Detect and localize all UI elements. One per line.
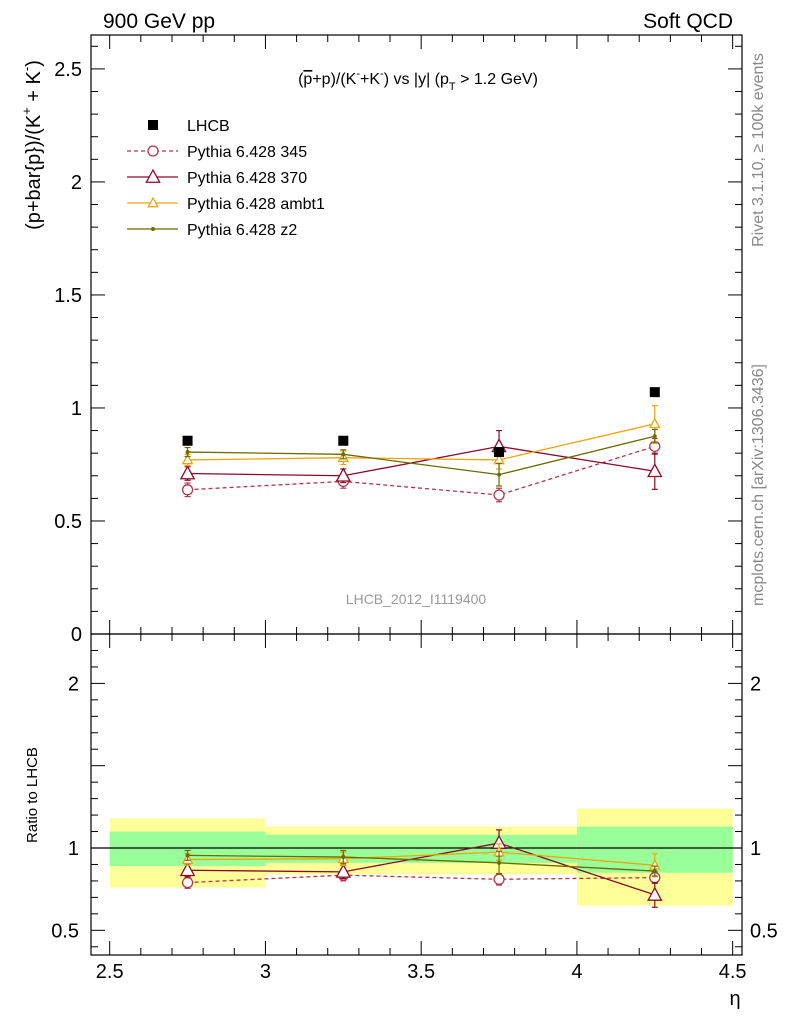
legend-marker-pythia-6-428-ambt1 [147,196,159,208]
legend-label-pythia-6-428-ambt1: Pythia 6.428 ambt1 [187,196,325,213]
ratio-point-pythia-6-428-370 [335,863,352,878]
title-post: ) vs |y| (p [384,71,449,88]
main-title: (p+p)/(K-+K-) vs |y| (pT > 1.2 GeV) [298,68,538,93]
main-ytick-label: 0 [71,624,82,646]
ratio-ytick-label: 2 [68,673,79,695]
title-k1: - [356,68,360,80]
legend-label-pythia-6-428-345: Pythia 6.428 345 [187,144,307,161]
main-point-pythia-6-428-z2 [652,434,657,439]
main-point-lhcb [182,435,193,446]
main-ytick-label: 0.5 [54,511,82,533]
ratio-frame [90,633,743,956]
main-line-pythia-6-428-345 [187,445,655,496]
main-ytick-label: 1.5 [54,285,82,307]
ratio-point-pythia-6-428-z2 [341,855,346,860]
rivet-label: Rivet 3.1.10, ≥ 100k events [750,53,767,247]
ratio-inner-band-1 [265,834,577,863]
main-point-pythia-6-428-z2 [497,472,502,477]
title-sub: T [449,81,456,93]
header-right: Soft QCD [643,10,733,33]
main-line-pythia-6-428-ambt1 [187,423,655,461]
title-plus: +K [360,71,380,88]
ratio-ytick-label: 0.5 [51,920,79,942]
ratio-ytick-label-right: 0.5 [750,920,778,942]
ratio-plot-area: 2.5 3 3.5 4 4.50.5 0.51 12 2 [51,633,778,983]
main-point-pythia-6-428-345 [493,489,505,501]
header-left: 900 GeV pp [103,10,215,33]
ratio-ylabel: Ratio to LHCB [24,747,41,843]
main-line-pythia-6-428-370 [187,445,655,477]
legend-label-lhcb: LHCB [187,118,230,135]
main-line-pythia-6-428-z2 [187,435,655,476]
legend-label-pythia-6-428-370: Pythia 6.428 370 [187,170,307,187]
x-axis-label: η [729,988,740,1010]
title-pre: ( [298,71,304,88]
ratio-line-pythia-6-428-ambt1 [187,851,655,866]
ratio-point-pythia-6-428-345 [493,873,505,885]
main-point-pythia-6-428-z2 [341,452,346,457]
ratio-ytick-label-right: 1 [750,838,761,860]
main-point-lhcb [649,387,660,398]
main-point-lhcb [338,435,349,446]
ylabel-main: (p+bar{p})/(K [23,114,45,230]
main-point-pythia-6-428-ambt1 [181,453,194,465]
ratio-line-pythia-6-428-z2 [187,854,655,872]
ylabel-end: ) [23,60,45,67]
main-point-pythia-6-428-370 [335,467,352,482]
ratio-line-pythia-6-428-370 [187,842,655,896]
main-plot-area: LHCB Pythia 6.428 345 Pythia 6.428 370 Pyth… [54,34,743,646]
legend-marker-pythia-6-428-z2 [151,227,155,231]
ylabel-sup2: - [19,67,34,71]
legend-marker-lhcb [148,120,158,130]
main-ytick-label: 2.5 [54,59,82,81]
mcplots-label: mcplots.cern.ch [arXiv:1306.3436] [750,364,767,606]
main-point-pythia-6-428-ambt1 [648,417,661,429]
title-k2: - [380,68,384,80]
ratio-point-pythia-6-428-370 [647,886,663,901]
main-point-pythia-6-428-345 [181,484,194,496]
main-point-pythia-6-428-z2 [185,450,190,455]
x-tick-label: 2.5 [96,961,124,983]
title-mid: +p)/(K [312,71,356,88]
legend-marker-pythia-6-428-345 [147,145,159,157]
ratio-point-pythia-6-428-345 [181,876,194,889]
title-tail: > 1.2 GeV) [456,71,538,88]
main-ylabel: (p+bar{p})/(K+ + K-) [19,60,45,230]
ratio-point-pythia-6-428-z2 [497,860,502,865]
title-pbar: p [303,71,312,88]
analysis-id: LHCB_2012_I1119400 [346,591,487,607]
ratio-ytick-label: 1 [68,838,79,860]
legend-label-pythia-6-428-z2: Pythia 6.428 z2 [187,222,297,239]
ratio-line-pythia-6-428-345 [187,874,655,884]
main-point-pythia-6-428-370 [179,465,196,480]
ratio-point-pythia-6-428-z2 [185,853,190,858]
main-ytick-label: 2 [71,172,82,194]
x-tick-label: 3 [260,961,271,983]
ratio-point-pythia-6-428-z2 [652,869,657,874]
main-point-lhcb [494,447,505,458]
ylabel-mid: + K [23,70,45,107]
ylabel-sup1: + [19,107,34,115]
x-tick-label: 4.5 [719,961,747,983]
main-point-pythia-6-428-370 [647,462,663,478]
legend-marker-pythia-6-428-370 [145,168,161,183]
ratio-ytick-label-right: 2 [750,673,761,695]
ratio-point-pythia-6-428-370 [179,861,196,877]
x-tick-label: 3.5 [407,961,435,983]
main-ytick-label: 1 [71,398,82,420]
x-tick-label: 4 [571,961,582,983]
